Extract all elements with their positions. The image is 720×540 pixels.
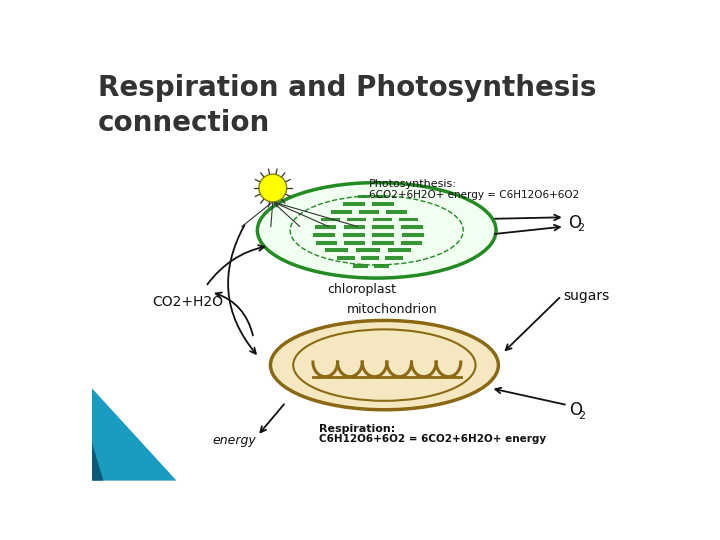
- FancyBboxPatch shape: [347, 218, 366, 221]
- FancyBboxPatch shape: [316, 241, 337, 245]
- FancyBboxPatch shape: [372, 225, 394, 229]
- FancyBboxPatch shape: [401, 225, 423, 229]
- FancyBboxPatch shape: [399, 218, 418, 221]
- FancyBboxPatch shape: [343, 233, 365, 237]
- Text: chloroplast: chloroplast: [327, 283, 396, 296]
- Ellipse shape: [257, 183, 496, 278]
- Text: energy: energy: [212, 434, 256, 447]
- Ellipse shape: [271, 320, 498, 410]
- FancyBboxPatch shape: [387, 210, 408, 214]
- FancyBboxPatch shape: [372, 233, 395, 237]
- Text: Respiration:: Respiration:: [319, 423, 395, 434]
- FancyBboxPatch shape: [313, 233, 336, 237]
- FancyBboxPatch shape: [353, 264, 369, 268]
- FancyBboxPatch shape: [385, 256, 403, 260]
- FancyBboxPatch shape: [388, 248, 411, 252]
- Text: connection: connection: [98, 110, 270, 138]
- FancyBboxPatch shape: [321, 218, 341, 221]
- FancyBboxPatch shape: [372, 202, 395, 206]
- Polygon shape: [92, 388, 176, 481]
- FancyBboxPatch shape: [358, 194, 370, 198]
- FancyBboxPatch shape: [343, 202, 365, 206]
- Text: O: O: [567, 214, 580, 232]
- FancyBboxPatch shape: [359, 210, 379, 214]
- Text: Photosynthesis:: Photosynthesis:: [369, 179, 457, 189]
- Text: C6H12O6+6O2 = 6CO2+6H2O+ energy: C6H12O6+6O2 = 6CO2+6H2O+ energy: [319, 434, 546, 444]
- Polygon shape: [92, 442, 104, 481]
- FancyBboxPatch shape: [315, 225, 336, 229]
- FancyBboxPatch shape: [361, 256, 379, 260]
- Text: sugars: sugars: [563, 289, 609, 303]
- Text: 2: 2: [577, 223, 584, 233]
- Text: 2: 2: [578, 411, 585, 421]
- FancyBboxPatch shape: [343, 225, 365, 229]
- FancyBboxPatch shape: [330, 210, 351, 214]
- FancyBboxPatch shape: [325, 248, 348, 252]
- FancyBboxPatch shape: [374, 264, 390, 268]
- Text: Respiration and Photosynthesis: Respiration and Photosynthesis: [98, 74, 596, 102]
- Text: mitochondrion: mitochondrion: [347, 303, 438, 316]
- FancyBboxPatch shape: [374, 194, 387, 198]
- Circle shape: [259, 174, 287, 202]
- Text: CO2+H2O: CO2+H2O: [152, 295, 223, 309]
- FancyBboxPatch shape: [402, 233, 424, 237]
- FancyBboxPatch shape: [356, 248, 380, 252]
- Text: O: O: [570, 401, 582, 418]
- FancyBboxPatch shape: [372, 241, 394, 245]
- FancyBboxPatch shape: [344, 241, 366, 245]
- FancyBboxPatch shape: [400, 241, 422, 245]
- FancyBboxPatch shape: [337, 256, 355, 260]
- FancyBboxPatch shape: [373, 218, 392, 221]
- Text: 6CO2+6H2O+ energy = C6H12O6+6O2: 6CO2+6H2O+ energy = C6H12O6+6O2: [369, 190, 580, 200]
